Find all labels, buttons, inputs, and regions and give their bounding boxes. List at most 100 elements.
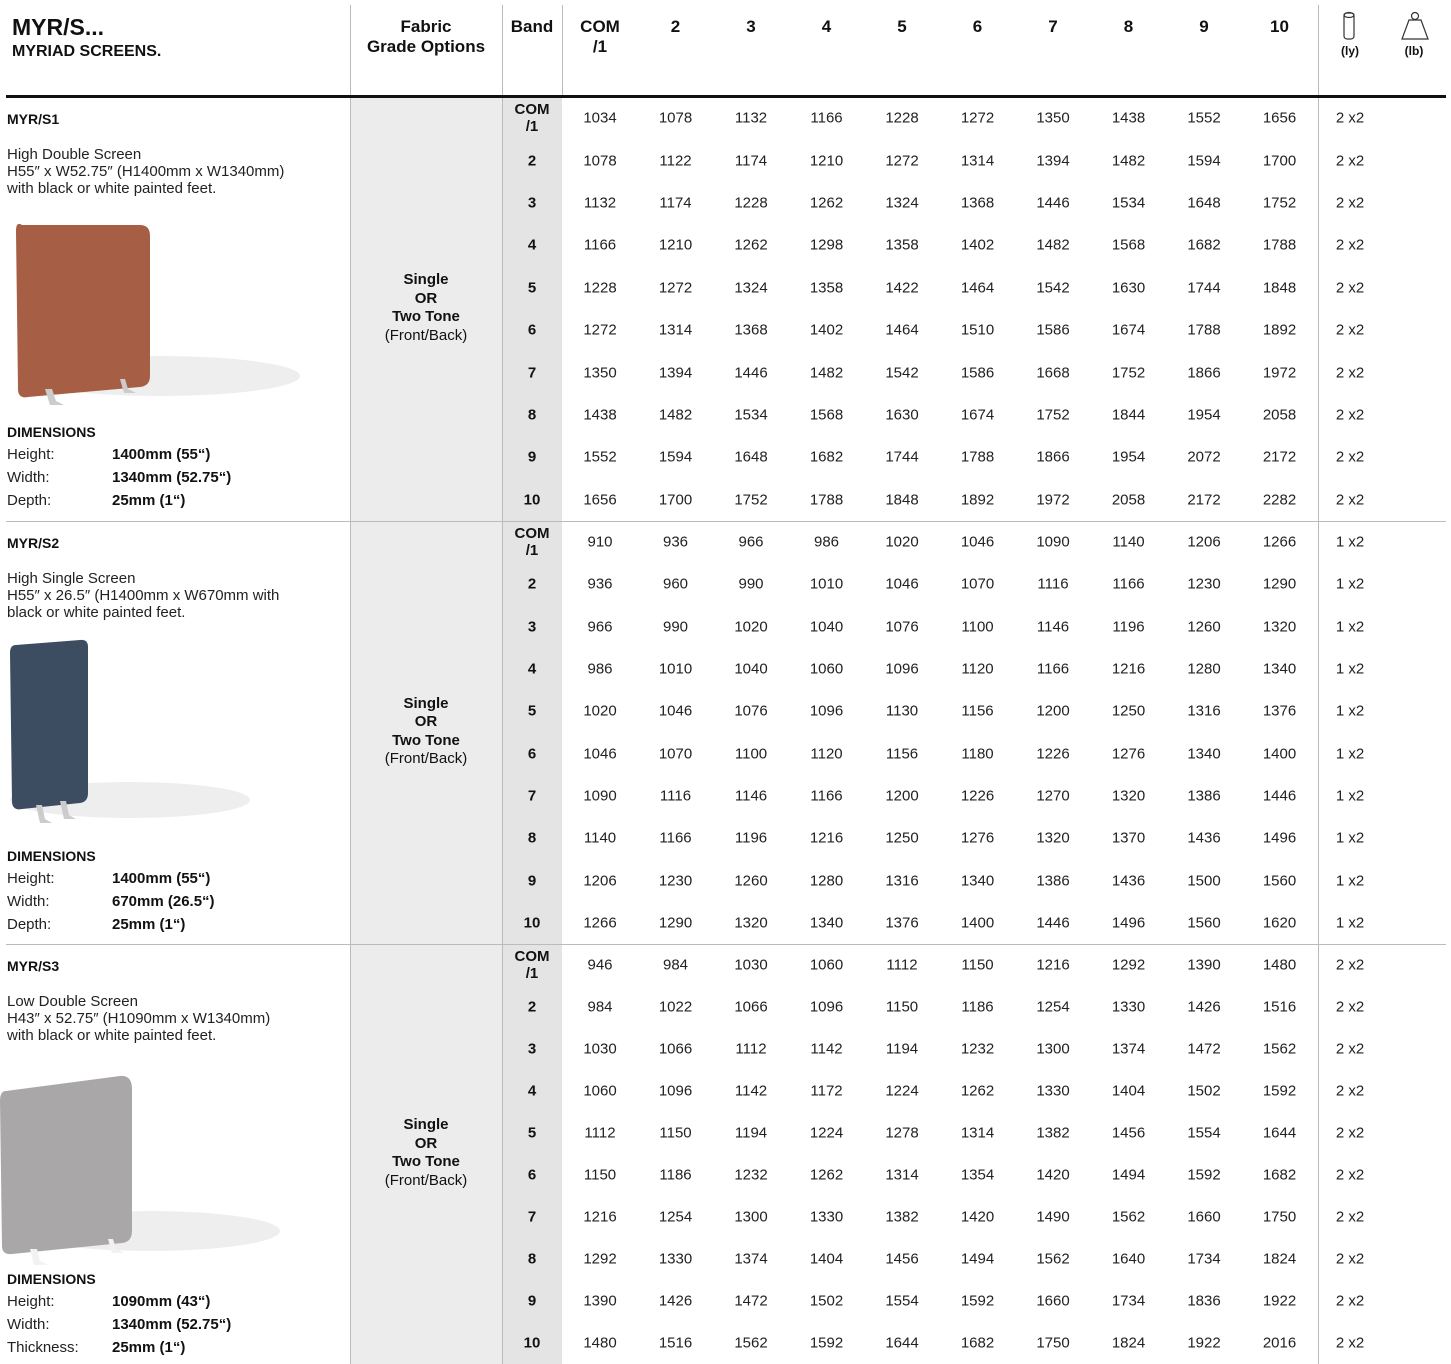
fabric-option: Single xyxy=(403,1116,449,1133)
fabric-yardage: 1 x2 xyxy=(1335,829,1365,847)
price: 1494 xyxy=(1111,1166,1146,1184)
price: 1266 xyxy=(583,914,617,932)
price: 1560 xyxy=(1187,914,1221,932)
price: 1166 xyxy=(1112,575,1145,593)
price: 1194 xyxy=(885,1040,919,1058)
price: 1482 xyxy=(658,406,693,424)
price: 1186 xyxy=(961,998,994,1016)
band: 5 xyxy=(527,1124,537,1142)
dimension-label: Depth: xyxy=(7,916,52,933)
divider xyxy=(1318,5,1319,1364)
price: 1848 xyxy=(885,491,919,509)
fabric-option: OR xyxy=(414,289,438,307)
price: 1752 xyxy=(1111,363,1146,381)
fabric-yardage: 2 x2 xyxy=(1335,1040,1365,1058)
dimensions-title: DIMENSIONS xyxy=(7,1271,96,1287)
price: 2282 xyxy=(1262,491,1297,509)
price: 1554 xyxy=(1187,1124,1221,1142)
price: 1330 xyxy=(658,1250,693,1268)
price: 1140 xyxy=(583,829,617,847)
price: 2072 xyxy=(1187,448,1221,466)
price: 1096 xyxy=(885,660,919,678)
fabric-yardage: 2 x2 xyxy=(1335,236,1365,254)
price: 1656 xyxy=(1262,109,1297,127)
price: 1954 xyxy=(1187,406,1221,424)
column-header: 8 xyxy=(1123,17,1134,36)
price: 1254 xyxy=(1036,998,1070,1016)
price: 1464 xyxy=(960,279,995,297)
band: 4 xyxy=(527,236,537,254)
price: 1682 xyxy=(1262,1166,1297,1184)
band: 3 xyxy=(527,194,537,212)
price: 1592 xyxy=(809,1334,844,1352)
price: 1394 xyxy=(658,363,693,381)
price: 1562 xyxy=(1262,1040,1297,1058)
price: 1420 xyxy=(960,1208,995,1226)
price: 1090 xyxy=(583,787,617,805)
fabric-yardage: 2 x2 xyxy=(1335,1334,1365,1352)
fabric-yardage: 2 x2 xyxy=(1335,109,1365,127)
price: 1300 xyxy=(734,1208,768,1226)
price: 1070 xyxy=(960,575,995,593)
header-rule xyxy=(6,95,1446,98)
fabric-yardage: 2 x2 xyxy=(1335,1250,1365,1268)
price: 1262 xyxy=(960,1082,995,1100)
title: MYR/S... xyxy=(12,14,105,40)
price: 1100 xyxy=(961,618,994,636)
price: 1516 xyxy=(1262,998,1297,1016)
price: 936 xyxy=(587,575,613,593)
product-image xyxy=(0,635,300,840)
price: 1276 xyxy=(960,829,995,847)
price: 1314 xyxy=(960,1124,995,1142)
price: 1472 xyxy=(1187,1040,1221,1058)
price: 1480 xyxy=(583,1334,617,1352)
price: 1542 xyxy=(885,363,919,381)
price: 1552 xyxy=(1187,109,1221,127)
price: 1290 xyxy=(658,914,693,932)
band: 3 xyxy=(527,1040,537,1058)
price: 1892 xyxy=(960,491,995,509)
price: 1700 xyxy=(1262,151,1297,169)
price: 1020 xyxy=(885,533,919,551)
band: COM /1 xyxy=(514,100,550,136)
price: 1060 xyxy=(809,956,844,974)
price: 1216 xyxy=(583,1208,617,1226)
price: 1224 xyxy=(885,1082,919,1100)
band-bg xyxy=(502,97,562,1364)
price: 1020 xyxy=(734,618,768,636)
price: 1446 xyxy=(1036,914,1070,932)
price: 1674 xyxy=(1111,321,1146,339)
price: 1046 xyxy=(885,575,919,593)
price: 1368 xyxy=(734,321,768,339)
fabric-yardage: 2 x2 xyxy=(1335,1124,1365,1142)
fabric-yardage: 1 x2 xyxy=(1335,745,1365,763)
price: 1568 xyxy=(1111,236,1146,254)
price: 1734 xyxy=(1187,1250,1221,1268)
price: 1166 xyxy=(583,236,617,254)
fabric-yardage: 2 x2 xyxy=(1335,491,1365,509)
price: 1562 xyxy=(734,1334,768,1352)
price: 1226 xyxy=(1036,745,1070,763)
price: 1298 xyxy=(809,236,844,254)
price: 1386 xyxy=(1036,871,1070,889)
price: 1534 xyxy=(734,406,768,424)
price: 1076 xyxy=(885,618,919,636)
price: 990 xyxy=(662,618,689,636)
price: 1200 xyxy=(885,787,919,805)
price: 1404 xyxy=(1111,1082,1146,1100)
price: 1320 xyxy=(1111,787,1146,805)
dimension-value: 25mm (1“) xyxy=(112,492,186,509)
price: 1866 xyxy=(1187,363,1221,381)
price: 1972 xyxy=(1036,491,1070,509)
product-image xyxy=(0,1071,300,1276)
column-header: 9 xyxy=(1199,17,1209,36)
price: 1174 xyxy=(734,151,768,169)
price: 1456 xyxy=(1111,1124,1146,1142)
dimensions-title: DIMENSIONS xyxy=(7,424,96,440)
price: 1502 xyxy=(1187,1082,1221,1100)
price: 1166 xyxy=(810,109,843,127)
price: 1630 xyxy=(1111,279,1146,297)
price: 1230 xyxy=(1187,575,1221,593)
price: 1272 xyxy=(960,109,995,127)
band: 9 xyxy=(527,871,537,889)
